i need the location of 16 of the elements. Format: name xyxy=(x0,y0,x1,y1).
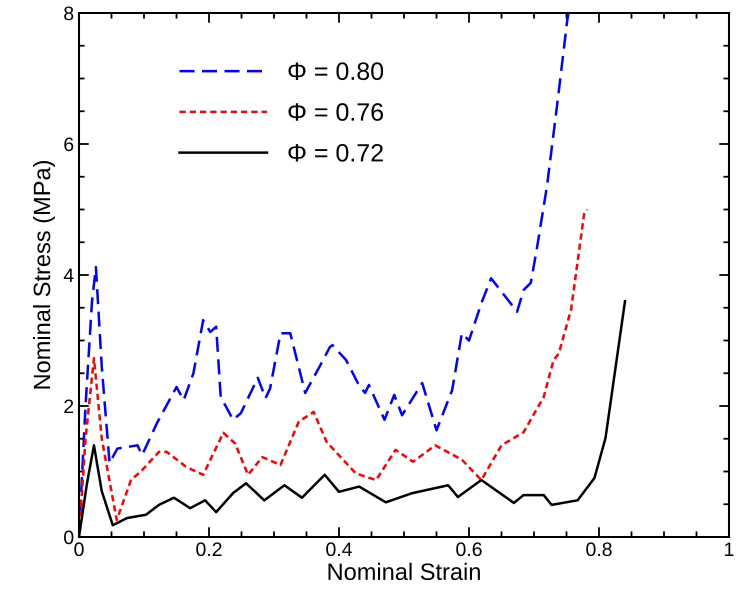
y-tick-label: 6 xyxy=(64,137,74,152)
x-tick-label: 1 xyxy=(725,542,734,556)
legend-label: Φ = 0.80 xyxy=(288,62,384,80)
y-tick-label: 0 xyxy=(64,530,74,544)
x-tick-label: 0.4 xyxy=(326,542,352,556)
x-tick-label: 0 xyxy=(74,542,84,556)
y-tick-label: 8 xyxy=(64,6,74,20)
x-axis-title: Nominal Strain xyxy=(328,562,480,580)
x-tick-label: 0.2 xyxy=(196,542,222,556)
x-tick-label: 0.8 xyxy=(586,542,612,556)
legend-label: Φ = 0.72 xyxy=(288,144,383,162)
x-tick-label: 0.6 xyxy=(456,542,482,556)
y-tick-label: 2 xyxy=(64,399,74,414)
y-axis-title: Nominal Stress (MPa) xyxy=(32,161,55,389)
legend-label: Φ = 0.76 xyxy=(288,103,383,121)
y-tick-label: 4 xyxy=(64,268,74,282)
